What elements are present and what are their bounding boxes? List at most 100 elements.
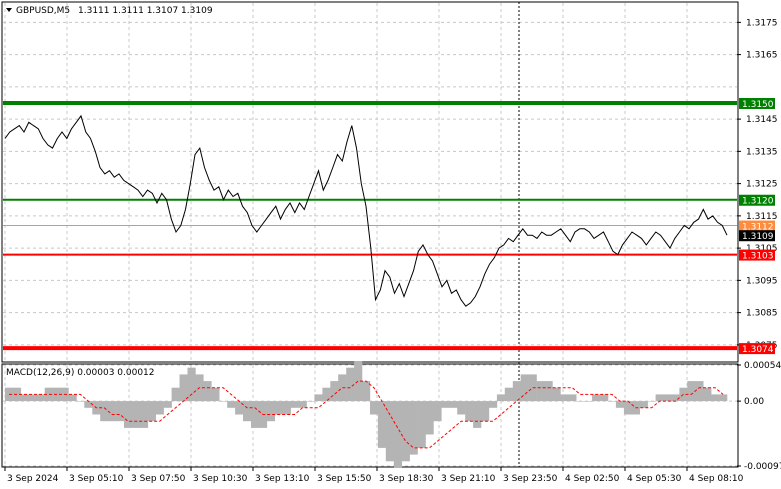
time-tick-label: 3 Sep 18:30 [379,474,434,484]
price-tick-label: 1.3135 [746,147,778,157]
macd-bar [290,401,299,408]
ohlc-values: 1.3111 1.3111 1.3107 1.3109 [78,6,213,16]
macd-axis: 0.00054 0.00 -0.00097 [737,361,781,472]
time-tick-label: 3 Sep 21:10 [441,474,496,484]
macd-bar [687,381,696,402]
macd-bar [711,394,720,402]
macd-bar [552,387,561,402]
symbol-label: GBPUSD,M5 [16,6,70,16]
macd-bar [100,401,109,422]
macd-bar [163,401,172,408]
macd-bar [354,361,363,402]
macd-bar [227,401,236,408]
macd-bar [496,394,506,402]
macd-bar [116,401,125,422]
time-tick-label: 3 Sep 05:10 [69,474,124,484]
macd-signal-line [9,380,724,449]
macd-bar [251,401,260,428]
time-tick-label: 4 Sep 02:50 [565,474,620,484]
macd-bar [639,401,648,408]
macd-bar [679,387,688,402]
price-line [4,114,728,307]
macd-bar [433,401,442,422]
macd-bar [393,401,402,468]
macd-bar [108,401,117,422]
price-tick-label: 1.3115 [746,212,778,222]
macd-label: MACD(12,26,9) 0.00003 0.00012 [6,368,155,378]
level-price-label: 1.3112 [742,223,774,233]
macd-bar [36,394,45,402]
macd-bar [417,401,426,448]
macd-bar [298,401,307,408]
time-tick-label: 3 Sep 2024 [7,474,59,484]
macd-bar [346,367,355,402]
macd-bar [520,374,529,402]
macd-bar [203,381,212,402]
macd-bar [623,401,633,415]
macd-bar [171,387,180,402]
time-tick-label: 4 Sep 05:30 [627,474,682,484]
price-tick-label: 1.3145 [746,115,778,125]
macd-bar [544,381,553,402]
macd-bar [592,394,601,402]
macd-bar [377,401,387,448]
macd-bar [68,394,77,402]
current-price-tag [739,230,775,242]
macd-bar [568,394,577,402]
macd-bar [671,394,680,402]
macd-bar [84,401,93,408]
macd-bar [409,401,418,455]
main-grid [3,3,737,361]
macd-bar [124,401,133,428]
macd-bar [473,401,482,428]
macd-bar [560,394,569,402]
macd-bar [425,401,434,435]
price-tick-label: 1.3105 [746,244,778,254]
macd-bar [243,401,252,422]
time-tick-label: 3 Sep 15:50 [317,474,372,484]
macd-bar [282,401,291,415]
time-tick-label: 4 Sep 08:10 [689,474,744,484]
level-price-label: 1.3103 [742,252,774,262]
macd-bar [187,367,196,402]
price-tick-label: 1.3125 [746,180,778,190]
macd-bar [362,381,371,402]
current-price-label: 1.3109 [742,232,774,242]
price-levels [3,100,737,351]
macd-bar [703,387,712,402]
time-tick-label: 3 Sep 13:10 [255,474,310,484]
level-price-label: 1.3120 [742,197,774,207]
macd-bar [465,401,474,422]
macd-bar [385,401,394,462]
macd-bar [44,387,53,402]
macd-bar [28,394,37,402]
macd-bar [314,394,323,402]
macd-tick-label: 0.00054 [744,361,781,371]
macd-bar [441,401,450,408]
macd-bar [131,401,141,428]
macd-bar [211,387,220,402]
macd-tick-label: 0.00 [744,397,764,407]
price-axis: 1.31751.31651.31451.31351.31251.31151.31… [737,18,778,355]
macd-bar [338,374,347,402]
time-tick-label: 3 Sep 10:30 [193,474,248,484]
level-price-tag [739,220,775,232]
macd-bar [322,387,331,402]
macd-bar [584,401,593,402]
macd-bar [139,401,149,428]
macd-bar [179,374,188,402]
price-tick-label: 1.3165 [746,51,778,61]
level-price-label: 1.3150 [742,100,774,110]
macd-bar [655,394,664,402]
macd-bar [608,401,617,402]
macd-bar [536,381,545,402]
price-tick-label: 1.3085 [746,309,778,319]
level-price-tag [739,343,775,355]
price-tick-label: 1.3175 [746,18,778,28]
macd-bar [370,401,379,415]
macd-bar [719,394,728,402]
level-price-label: 1.3074 [742,345,774,355]
triangle-down-icon[interactable] [6,8,12,12]
